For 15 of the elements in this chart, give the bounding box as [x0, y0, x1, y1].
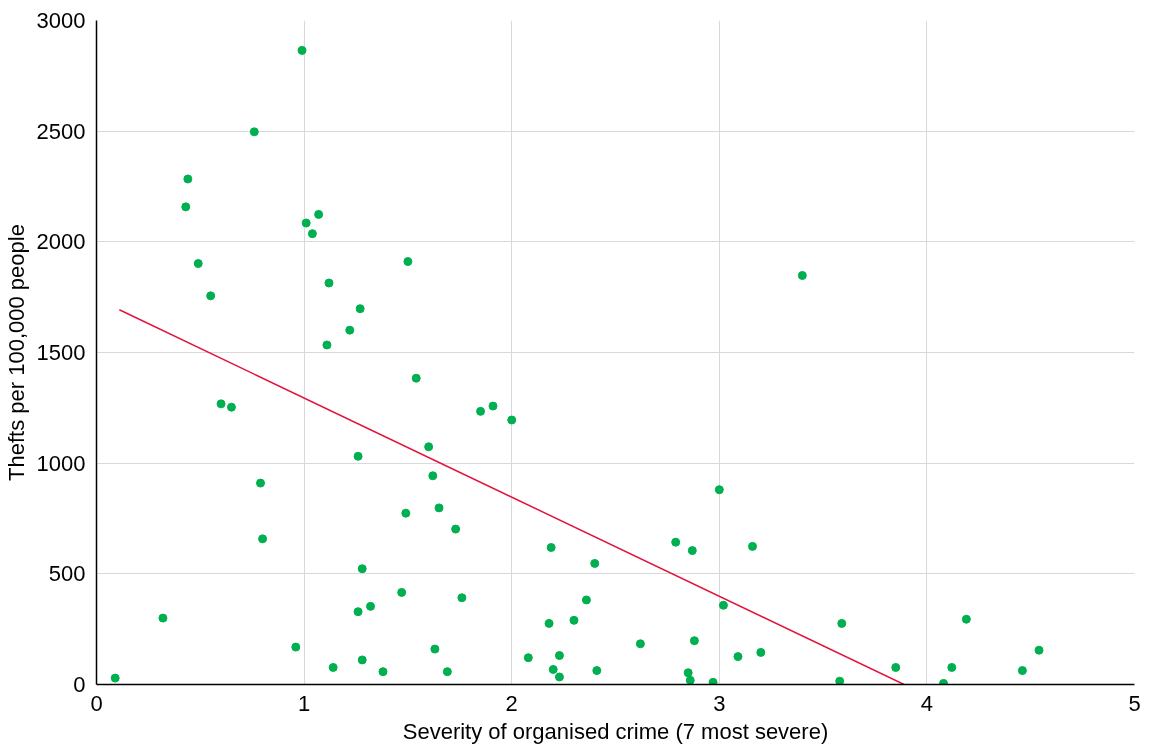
x-tick-label: 2 — [505, 690, 518, 716]
y-axis-title: Thefts per 100,000 people — [3, 224, 29, 481]
y-tick-label: 1000 — [36, 450, 86, 476]
x-axis-title: Severity of organised crime (7 most severe) — [402, 718, 829, 744]
x-tick-label: 0 — [90, 690, 103, 716]
y-tick-label: 0 — [73, 672, 86, 697]
x-tick-label: 3 — [713, 690, 726, 716]
y-tick-label: 1500 — [36, 340, 86, 365]
y-tick-label: 2000 — [36, 229, 86, 255]
x-tick-label: 5 — [1128, 690, 1141, 716]
y-tick-label: 2500 — [36, 118, 86, 144]
x-tick-label: 4 — [920, 690, 934, 716]
x-tick-label: 1 — [297, 690, 311, 716]
y-tick-label: 500 — [48, 561, 86, 587]
y-tick-label: 3000 — [36, 8, 86, 33]
